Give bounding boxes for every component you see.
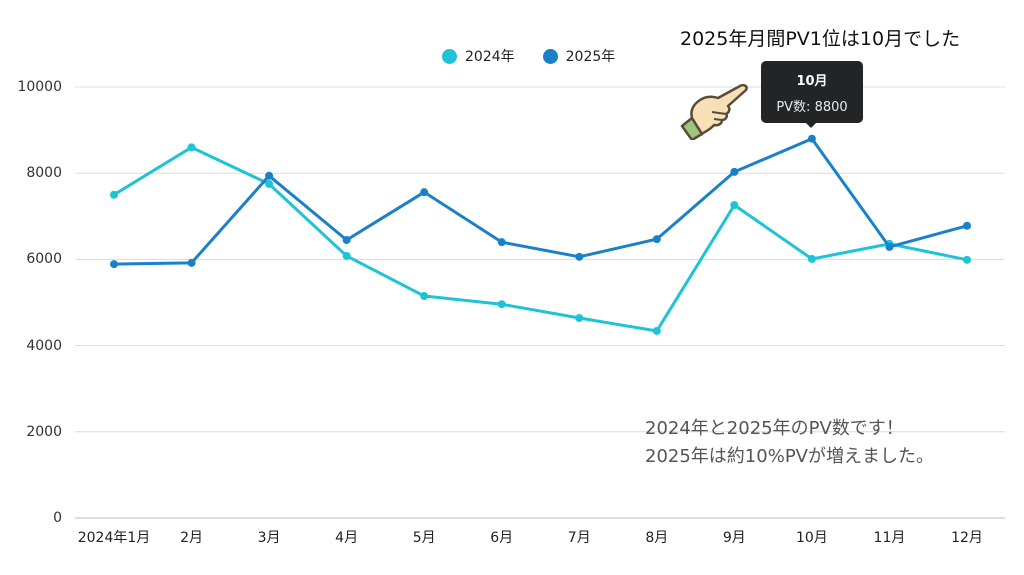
data-point[interactable] bbox=[110, 260, 118, 269]
x-tick-label: 9月 bbox=[722, 530, 746, 546]
series-2024年 bbox=[110, 143, 971, 335]
data-point[interactable] bbox=[652, 326, 661, 335]
x-tick-label: 12月 bbox=[951, 530, 983, 546]
data-point[interactable] bbox=[885, 242, 894, 251]
y-tick-label: 0 bbox=[53, 510, 62, 526]
chart-headline: 2025年月間PV1位は10月でした bbox=[680, 28, 961, 50]
series-layer bbox=[110, 134, 971, 335]
data-point[interactable] bbox=[342, 251, 351, 260]
x-tick-label: 3月 bbox=[257, 530, 281, 546]
x-tick-label: 2024年1月 bbox=[77, 530, 151, 546]
data-point[interactable] bbox=[187, 258, 196, 267]
data-point[interactable] bbox=[497, 300, 506, 309]
data-point[interactable] bbox=[575, 314, 584, 323]
data-point[interactable] bbox=[265, 179, 274, 188]
data-point[interactable] bbox=[807, 134, 816, 143]
data-point[interactable] bbox=[187, 143, 196, 152]
series-line bbox=[113, 145, 968, 333]
note-line-1: 2024年と2025年のPV数です！ bbox=[645, 418, 904, 439]
series-line bbox=[113, 137, 968, 266]
tooltip-arrow bbox=[805, 122, 817, 128]
legend-item-2025[interactable]: 2025年 bbox=[542, 46, 616, 66]
data-point[interactable] bbox=[342, 236, 351, 245]
y-tick-label: 6000 bbox=[26, 251, 62, 268]
legend: 2024年 2025年 bbox=[442, 46, 615, 66]
data-point[interactable] bbox=[110, 190, 118, 199]
y-tick-label: 8000 bbox=[26, 165, 62, 182]
data-point[interactable] bbox=[652, 235, 661, 244]
legend-label-2024: 2024年 bbox=[465, 49, 515, 65]
tooltip-value: PV数: 8800 bbox=[776, 100, 848, 115]
x-tick-label: 2月 bbox=[180, 530, 203, 546]
x-tick-label: 10月 bbox=[795, 530, 828, 546]
data-point[interactable] bbox=[420, 292, 429, 301]
y-tick-label: 10000 bbox=[17, 79, 62, 95]
data-point[interactable] bbox=[497, 238, 506, 247]
gridlines bbox=[75, 86, 1005, 519]
y-tick-label: 4000 bbox=[26, 337, 62, 354]
legend-dot-2024 bbox=[442, 48, 457, 64]
x-tick-label: 11月 bbox=[873, 530, 906, 546]
x-tick-label: 8月 bbox=[645, 530, 669, 546]
data-point[interactable] bbox=[575, 252, 584, 261]
pointing-hand-icon bbox=[680, 83, 748, 140]
data-point[interactable] bbox=[730, 201, 739, 210]
data-tooltip: 10月 PV数: 8800 bbox=[761, 61, 863, 123]
tooltip-title: 10月 bbox=[796, 74, 828, 89]
x-tick-label: 6月 bbox=[490, 530, 514, 546]
annotation-note: 2024年と2025年のPV数です！ 2025年は約10%PVが増えました。 bbox=[645, 415, 934, 471]
x-tick-label: 7月 bbox=[567, 530, 591, 546]
note-line-2: 2025年は約10%PVが増えました。 bbox=[645, 446, 934, 467]
legend-label-2025: 2025年 bbox=[565, 49, 616, 65]
y-tick-label: 2000 bbox=[26, 423, 62, 440]
data-point[interactable] bbox=[730, 167, 739, 176]
legend-item-2024[interactable]: 2024年 bbox=[442, 46, 515, 66]
data-point[interactable] bbox=[963, 221, 971, 230]
data-point[interactable] bbox=[265, 171, 274, 180]
data-point[interactable] bbox=[420, 188, 429, 197]
series-2025年 bbox=[110, 134, 971, 269]
x-tick-label: 5月 bbox=[412, 530, 436, 546]
legend-dot-2025 bbox=[542, 48, 558, 64]
x-tick-label: 4月 bbox=[335, 530, 359, 546]
data-point[interactable] bbox=[963, 255, 971, 264]
data-point[interactable] bbox=[807, 254, 816, 263]
